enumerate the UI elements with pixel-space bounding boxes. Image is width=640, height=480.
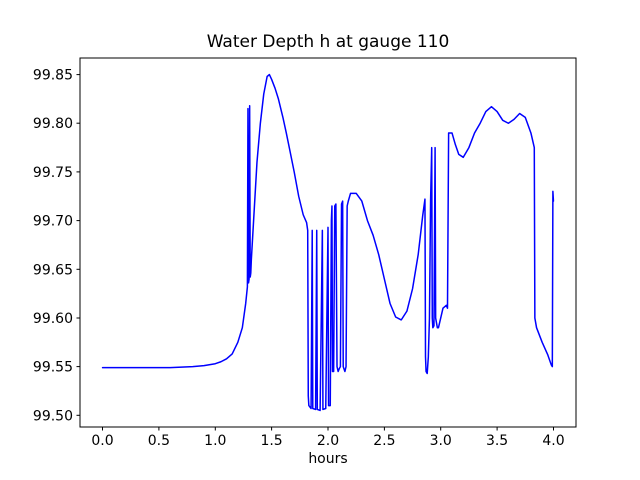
y-tick-label: 99.65 bbox=[33, 262, 73, 278]
chart-title: Water Depth h at gauge 110 bbox=[206, 32, 450, 52]
x-tick-label: 3.5 bbox=[486, 433, 508, 449]
x-tick-label: 1.5 bbox=[260, 433, 282, 449]
y-tick-label: 99.85 bbox=[33, 68, 73, 84]
y-tick-label: 99.70 bbox=[33, 214, 73, 230]
y-tick-label: 99.55 bbox=[33, 360, 73, 376]
x-tick-label: 4.0 bbox=[542, 433, 564, 449]
x-tick-label: 0.5 bbox=[148, 433, 170, 449]
x-tick-label: 2.0 bbox=[317, 433, 339, 449]
y-tick-label: 99.50 bbox=[33, 408, 73, 424]
y-tick-label: 99.60 bbox=[33, 311, 73, 327]
x-tick-label: 0.0 bbox=[91, 433, 113, 449]
x-tick-label: 3.0 bbox=[430, 433, 452, 449]
x-axis-label: hours bbox=[308, 451, 348, 467]
axes-box bbox=[79, 57, 577, 428]
y-tick-label: 99.75 bbox=[33, 165, 73, 181]
x-tick-label: 2.5 bbox=[373, 433, 395, 449]
plot-line bbox=[101, 73, 555, 412]
x-tick-label: 1.0 bbox=[204, 433, 226, 449]
y-tick-label: 99.80 bbox=[33, 116, 73, 132]
